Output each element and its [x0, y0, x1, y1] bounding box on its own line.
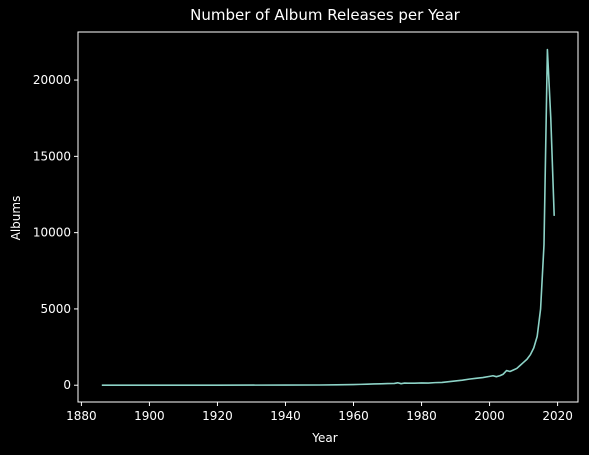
y-tick-label: 10000 [33, 226, 71, 240]
y-tick-label: 0 [63, 378, 71, 392]
chart-title: Number of Album Releases per Year [190, 6, 461, 24]
x-tick-label: 1900 [134, 409, 165, 423]
x-tick-label: 1980 [406, 409, 437, 423]
x-tick-label: 1940 [270, 409, 301, 423]
y-axis-label: Albums [9, 196, 23, 241]
x-axis-label: Year [311, 431, 337, 445]
x-tick-label: 1920 [202, 409, 233, 423]
x-tick-label: 2000 [474, 409, 505, 423]
x-tick-label: 1960 [338, 409, 369, 423]
y-tick-label: 20000 [33, 73, 71, 87]
x-tick-label: 2020 [542, 409, 573, 423]
axes-frame [77, 31, 579, 403]
series-line-0 [101, 48, 555, 386]
x-tick-label: 1880 [66, 409, 97, 423]
y-tick-label: 15000 [33, 149, 71, 163]
y-tick-label: 5000 [40, 302, 71, 316]
